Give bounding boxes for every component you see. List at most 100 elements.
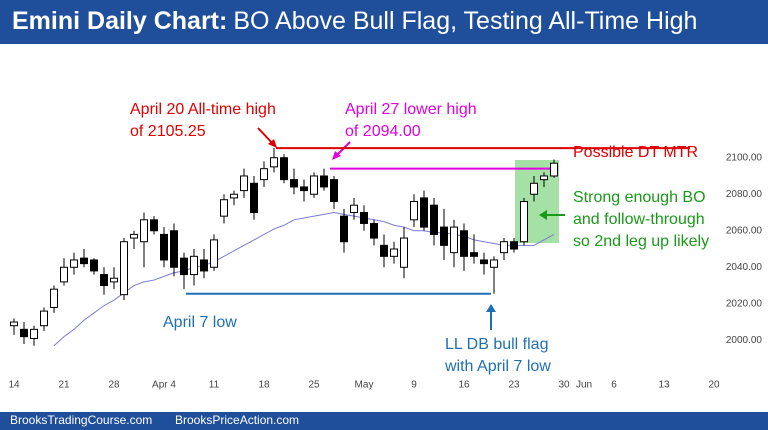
arrow-head: [539, 210, 547, 220]
annotation: April 7 low: [163, 314, 237, 331]
candle-body: [300, 186, 308, 192]
candle-body: [530, 182, 538, 195]
candle-body: [140, 219, 148, 243]
candle-body: [200, 259, 208, 272]
arrows: [257, 127, 565, 330]
y-tick-label: 2060.00: [726, 225, 763, 236]
x-tick-label: May: [355, 380, 374, 391]
annotation: April 20 All-time high: [130, 101, 276, 118]
candle-body: [320, 175, 328, 188]
arrow-head: [486, 304, 496, 312]
candle-body: [100, 274, 108, 287]
candle-body: [10, 321, 18, 327]
candle-body: [440, 226, 448, 246]
candle-body: [160, 233, 168, 261]
candle-body: [490, 259, 498, 268]
candle-body: [260, 168, 268, 181]
x-tick-label: 16: [458, 380, 470, 391]
candle-body: [420, 197, 428, 228]
annotation: so 2nd leg up likely: [573, 233, 709, 250]
candle-body: [410, 201, 418, 221]
x-tick-label: 20: [708, 380, 720, 391]
candle-body: [110, 277, 118, 283]
candle-body: [430, 204, 438, 235]
candle-body: [240, 175, 248, 192]
annotation: LL DB bull flag: [445, 336, 548, 353]
arrow-head: [268, 139, 277, 148]
candle-body: [250, 182, 258, 213]
candle-body: [520, 201, 528, 243]
candle-body: [550, 162, 558, 177]
x-tick-label: 11: [209, 380, 220, 391]
candle-body: [150, 219, 158, 232]
candle-body: [230, 193, 238, 199]
candle-body: [310, 175, 318, 195]
x-tick-label: 18: [258, 380, 270, 391]
title-rest: BO Above Bull Flag, Testing All-Time Hig…: [233, 7, 697, 35]
y-tick-label: 2080.00: [726, 189, 763, 200]
candle-body: [350, 204, 358, 213]
x-tick-label: Apr 4: [152, 380, 176, 391]
candle-body: [220, 199, 228, 217]
candle-body: [500, 241, 508, 254]
x-tick-label: 13: [658, 380, 670, 391]
candle-body: [290, 179, 298, 188]
x-tick-label: 28: [108, 380, 120, 391]
candle-body: [190, 255, 198, 276]
candle-body: [540, 175, 548, 181]
y-tick-label: 2100.00: [726, 152, 763, 163]
candle-body: [340, 215, 348, 243]
candle-body: [40, 310, 48, 327]
candle-body: [30, 328, 38, 339]
annotation: of 2105.25: [130, 123, 206, 140]
candle-body: [90, 259, 98, 272]
candle-body: [50, 288, 58, 308]
x-tick-label: 23: [508, 380, 520, 391]
x-tick-label: Jun: [576, 380, 592, 391]
footer-text: BrooksTradingCourse.com: [10, 413, 152, 427]
annotation: of 2094.00: [345, 123, 421, 140]
candle-body: [390, 248, 398, 257]
x-tick-label: 25: [308, 380, 320, 391]
footer-text: BrooksPriceAction.com: [175, 413, 299, 427]
candle-body: [180, 257, 188, 276]
candle-body: [330, 179, 338, 203]
candle-body: [80, 257, 88, 265]
title-bold: Emini Daily Chart:: [12, 7, 227, 35]
annotation: April 27 lower high: [345, 101, 477, 118]
candle-body: [400, 237, 408, 268]
candle-body: [280, 157, 288, 181]
x-tick-label: 6: [611, 380, 617, 391]
candle-body: [370, 222, 378, 239]
candle-body: [20, 328, 28, 338]
footer-bar: [0, 412, 768, 430]
annotation: Possible DT MTR: [573, 144, 698, 161]
annotation: and follow-through: [573, 211, 705, 228]
candle-body: [510, 241, 518, 250]
y-tick-label: 2000.00: [726, 335, 763, 346]
x-tick-label: 9: [411, 380, 417, 391]
chart-title: Emini Daily Chart: BO Above Bull Flag, Te…: [12, 7, 697, 35]
candle-body: [460, 230, 468, 257]
candle-body: [130, 233, 138, 239]
x-tick-label: 21: [58, 380, 70, 391]
x-tick-label: 14: [8, 380, 20, 391]
y-tick-label: 2040.00: [726, 262, 763, 273]
candle-body: [450, 226, 458, 254]
moving-average: [53, 211, 555, 347]
candle-body: [210, 239, 218, 268]
candle-body: [120, 241, 128, 296]
annotation: Strong enough BO: [573, 189, 706, 206]
arrow-head: [332, 151, 341, 160]
annotation: with April 7 low: [444, 358, 551, 375]
x-tick-label: 30: [558, 380, 570, 391]
y-tick-label: 2020.00: [726, 298, 763, 309]
candle-body: [170, 230, 178, 268]
candle-body: [60, 266, 68, 283]
candle-body: [70, 259, 78, 268]
candle-body: [470, 252, 478, 257]
candle-body: [270, 157, 278, 168]
candle-body: [480, 259, 488, 265]
title-bar: [0, 0, 768, 44]
